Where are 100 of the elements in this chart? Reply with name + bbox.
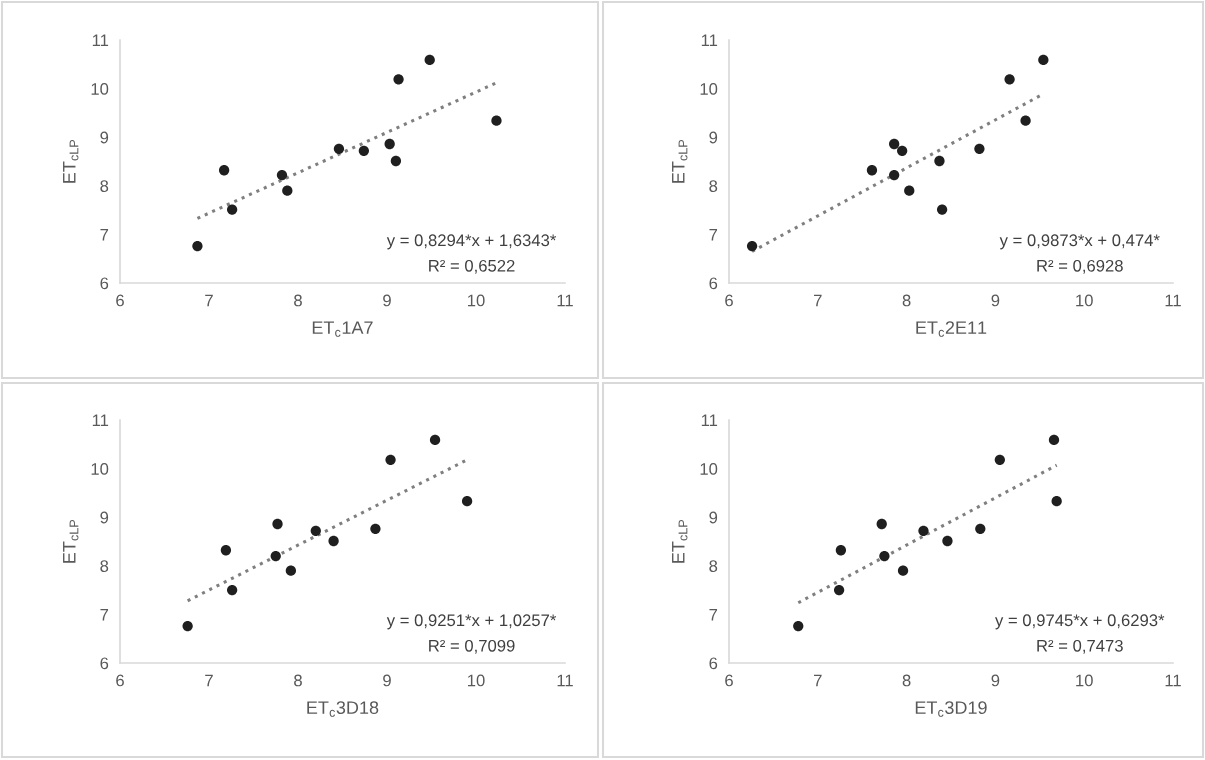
point bbox=[270, 550, 281, 562]
y-tick-label: 9 bbox=[709, 511, 718, 524]
point bbox=[384, 138, 395, 150]
annotation: R² = 0,6928 bbox=[1037, 259, 1123, 274]
point bbox=[904, 185, 915, 196]
point bbox=[424, 54, 435, 66]
x-tick-label: 10 bbox=[1076, 674, 1093, 687]
annotation: y = 0,9251*x + 1,0257* bbox=[386, 614, 557, 630]
x-tick-label: 8 bbox=[294, 294, 302, 307]
point bbox=[897, 565, 909, 576]
point bbox=[276, 169, 288, 181]
point bbox=[879, 550, 890, 562]
annotation: y = 0,8294*x + 1,6343* bbox=[386, 234, 557, 250]
x-tick-label: 7 bbox=[205, 674, 213, 687]
y-tick-label: 9 bbox=[100, 511, 109, 524]
point bbox=[393, 74, 404, 85]
y-tick-label: 6 bbox=[100, 657, 109, 670]
point bbox=[218, 165, 230, 176]
point bbox=[866, 165, 878, 176]
x-tick-label: 8 bbox=[902, 674, 911, 687]
point bbox=[1048, 434, 1060, 446]
point bbox=[491, 115, 502, 126]
x-tick-label: 11 bbox=[1165, 294, 1181, 307]
x-tick-label: 6 bbox=[116, 674, 124, 687]
point bbox=[1004, 74, 1015, 85]
point bbox=[833, 584, 845, 596]
x-tick-label: 7 bbox=[814, 674, 822, 687]
point bbox=[1038, 54, 1049, 66]
x-tick-label: 10 bbox=[1076, 294, 1093, 307]
point bbox=[358, 145, 370, 156]
point bbox=[182, 620, 193, 632]
point bbox=[385, 454, 396, 465]
y-tick-label: 6 bbox=[709, 277, 718, 290]
y-tick-label: 6 bbox=[100, 277, 109, 290]
point bbox=[333, 143, 345, 155]
x-tick-label: 7 bbox=[205, 294, 213, 307]
x-tick-label: 9 bbox=[383, 674, 391, 687]
y-tick-label: 11 bbox=[92, 414, 109, 427]
y-tick-label: 7 bbox=[709, 228, 718, 241]
point bbox=[370, 523, 381, 535]
x-tick-label: 10 bbox=[468, 294, 485, 307]
y-tick-label: 7 bbox=[709, 608, 718, 621]
annotation: y = 0,9745*x + 0,6293* bbox=[995, 614, 1165, 630]
x-tick-label: 9 bbox=[991, 294, 1000, 307]
x-tick-label: 6 bbox=[725, 674, 733, 687]
y-axis-title: ET$_{cLP}$ bbox=[63, 519, 79, 563]
y-tick-label: 9 bbox=[709, 131, 718, 144]
annotation: y = 0,9873*x + 0,474* bbox=[999, 234, 1160, 250]
point bbox=[793, 620, 804, 632]
x-tick-label: 11 bbox=[1165, 674, 1181, 687]
annotation: R² = 0,6522 bbox=[429, 259, 515, 274]
point bbox=[310, 525, 321, 536]
y-tick-label: 10 bbox=[91, 463, 109, 475]
point bbox=[889, 138, 900, 150]
y-tick-label: 10 bbox=[91, 83, 109, 95]
point bbox=[192, 240, 203, 252]
point bbox=[835, 545, 847, 556]
annotation: R² = 0,7099 bbox=[429, 639, 515, 654]
point bbox=[746, 240, 758, 252]
x-tick-label: 10 bbox=[468, 674, 485, 687]
x-tick-label: 8 bbox=[902, 294, 911, 307]
x-tick-label: 11 bbox=[557, 674, 573, 687]
y-tick-label: 9 bbox=[100, 131, 109, 144]
point bbox=[226, 204, 238, 215]
y-tick-label: 11 bbox=[701, 34, 718, 47]
point bbox=[390, 155, 402, 167]
point bbox=[936, 204, 948, 215]
x-tick-label: 8 bbox=[294, 674, 302, 687]
point bbox=[285, 565, 297, 576]
point bbox=[974, 143, 985, 155]
y-tick-label: 8 bbox=[709, 560, 718, 572]
point bbox=[226, 584, 238, 596]
y-tick-label: 10 bbox=[700, 463, 718, 475]
y-tick-label: 11 bbox=[92, 34, 109, 47]
y-tick-label: 10 bbox=[700, 83, 718, 95]
y-axis-title: ET$_{cLP}$ bbox=[63, 139, 79, 183]
point bbox=[328, 535, 339, 547]
y-axis-title: ET$_{cLP}$ bbox=[672, 519, 688, 563]
y-tick-label: 7 bbox=[100, 608, 109, 621]
x-tick-label: 9 bbox=[991, 674, 1000, 687]
x-axis-title: ET$_{c}$2E11 bbox=[916, 321, 987, 337]
point bbox=[889, 169, 900, 181]
x-tick-label: 6 bbox=[725, 294, 733, 307]
point bbox=[876, 518, 887, 530]
x-axis-title: ET$_{c}$3D19 bbox=[915, 701, 987, 717]
y-tick-label: 8 bbox=[100, 560, 109, 572]
point bbox=[461, 496, 473, 507]
point bbox=[220, 545, 232, 556]
x-tick-label: 6 bbox=[116, 294, 124, 307]
point bbox=[272, 518, 283, 530]
point bbox=[918, 525, 929, 536]
point bbox=[1051, 496, 1062, 507]
y-tick-label: 6 bbox=[709, 657, 718, 670]
point bbox=[994, 454, 1005, 465]
y-tick-label: 11 bbox=[701, 414, 718, 427]
x-axis-title: ET$_{c}$1A7 bbox=[312, 321, 373, 337]
x-tick-label: 9 bbox=[383, 294, 391, 307]
point bbox=[1020, 115, 1031, 126]
y-tick-label: 8 bbox=[100, 180, 109, 192]
point bbox=[934, 155, 945, 167]
